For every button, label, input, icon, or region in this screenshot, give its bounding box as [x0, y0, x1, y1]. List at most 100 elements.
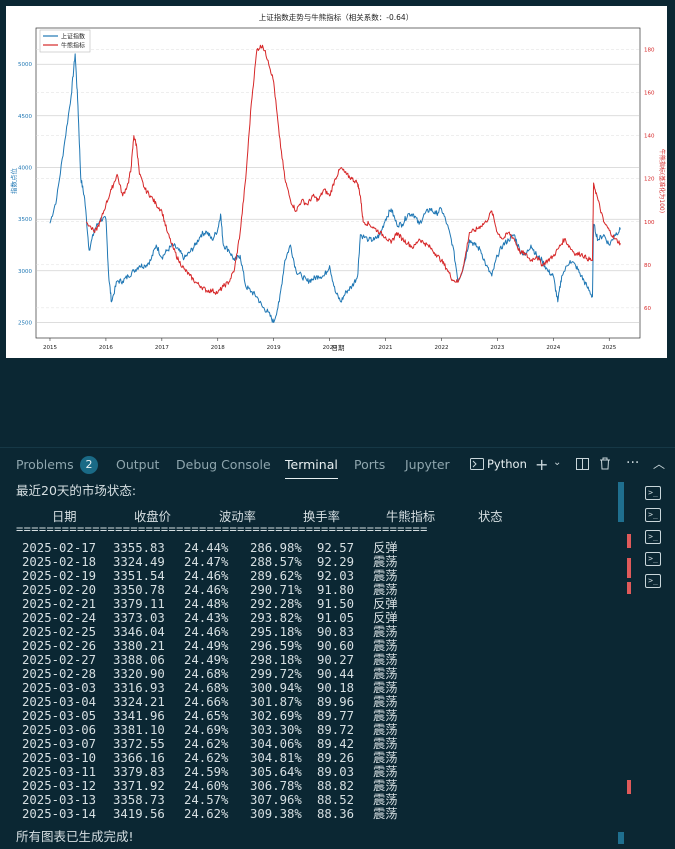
scroll-thumb[interactable] — [618, 482, 624, 522]
cell-turnover: 305.64% — [250, 765, 302, 779]
tab-terminal[interactable]: Terminal — [285, 457, 338, 479]
y-right-tick-label: 180 — [644, 48, 655, 54]
cell-close: 3381.10 — [113, 723, 165, 737]
cell-bull-bear: 91.05 — [317, 611, 355, 625]
cell-turnover: 309.38% — [250, 807, 302, 821]
cell-close: 3351.54 — [113, 569, 165, 583]
chevron-down-icon[interactable]: ⌄ — [553, 457, 562, 468]
cell-date: 2025-02-17 — [22, 541, 97, 555]
cell-bull-bear: 92.03 — [317, 569, 355, 583]
table-row: 2025-02-21 3379.11 24.48% 292.28% 91.50 反弹 — [16, 597, 606, 611]
trash-icon[interactable] — [599, 457, 611, 474]
cell-volatility: 24.60% — [184, 779, 229, 793]
cell-date: 2025-03-04 — [22, 695, 97, 709]
tab-debug-console[interactable]: Debug Console — [176, 457, 271, 472]
cell-date: 2025-02-25 — [22, 625, 97, 639]
cell-close: 3346.04 — [113, 625, 165, 639]
header-close: 收盘价 — [134, 510, 171, 524]
chevron-up-icon[interactable]: ︿ — [653, 457, 666, 471]
cell-date: 2025-03-13 — [22, 793, 97, 807]
cell-bull-bear: 89.03 — [317, 765, 355, 779]
tab-output[interactable]: Output — [116, 457, 160, 472]
terminal-scrollbar[interactable] — [617, 482, 633, 849]
cell-bull-bear: 90.27 — [317, 653, 355, 667]
cell-status: 震荡 — [373, 737, 398, 751]
cell-bull-bear: 88.82 — [317, 779, 355, 793]
terminal-instance-icon[interactable]: >_ — [645, 530, 661, 544]
table-row: 2025-02-17 3355.83 24.44% 286.98% 92.57 反弹 — [16, 541, 606, 555]
cell-volatility: 24.62% — [184, 737, 229, 751]
cell-bull-bear: 88.36 — [317, 807, 355, 821]
series-lines — [49, 44, 621, 323]
chart-figure: 上证指数走势与牛熊指标（相关系数：-0.64） 2500 3000 3500 4000… — [6, 6, 667, 358]
y-right-tick-label: 80 — [644, 263, 651, 269]
cell-close: 3366.16 — [113, 751, 165, 765]
cell-status: 震荡 — [373, 751, 398, 765]
x-tick-label: 2024 — [546, 345, 560, 351]
scroll-marker — [627, 558, 631, 578]
plus-icon[interactable]: + — [535, 455, 549, 474]
table-separator: ========================================… — [16, 522, 428, 536]
bottom-panel: Problems 2 Output Debug Console Terminal… — [0, 447, 675, 849]
cell-date: 2025-02-18 — [22, 555, 97, 569]
y-left-tick-label: 3000 — [18, 269, 32, 275]
tab-jupyter[interactable]: Jupyter — [405, 457, 450, 472]
terminal-instance-icon[interactable]: >_ — [645, 552, 661, 566]
cell-volatility: 24.49% — [184, 639, 229, 653]
y-right-tick-label: 140 — [644, 134, 655, 140]
chart-title: 上证指数走势与牛熊指标（相关系数：-0.64） — [259, 12, 413, 22]
panel-tab-bar: Problems 2 Output Debug Console Terminal… — [0, 448, 675, 482]
terminal-footer: 所有图表已生成完成! — [16, 829, 134, 844]
terminal-instance-icon[interactable]: >_ — [645, 574, 661, 588]
x-tick-label: 2016 — [99, 345, 113, 351]
cell-bull-bear: 90.44 — [317, 667, 355, 681]
scroll-marker — [618, 832, 624, 844]
cell-date: 2025-02-24 — [22, 611, 97, 625]
cell-bull-bear: 90.83 — [317, 625, 355, 639]
cell-turnover: 303.30% — [250, 723, 302, 737]
tab-ports[interactable]: Ports — [354, 457, 386, 472]
cell-status: 震荡 — [373, 667, 398, 681]
x-tick-label: 2015 — [43, 345, 57, 351]
table-row: 2025-03-10 3366.16 24.62% 304.81% 89.26 震荡 — [16, 751, 606, 765]
cell-close: 3371.92 — [113, 779, 165, 793]
terminal-heading: 最近20天的市场状态: — [16, 483, 137, 498]
ellipsis-icon[interactable]: ··· — [626, 455, 640, 471]
cell-close: 3372.55 — [113, 737, 165, 751]
cell-date: 2025-02-28 — [22, 667, 97, 681]
terminal-icon[interactable] — [470, 458, 484, 474]
table-row: 2025-03-07 3372.55 24.62% 304.06% 89.42 震荡 — [16, 737, 606, 751]
cell-turnover: 302.69% — [250, 709, 302, 723]
terminal-instance-icon[interactable]: >_ — [645, 508, 661, 522]
table-row: 2025-02-24 3373.03 24.43% 293.82% 91.05 反弹 — [16, 611, 606, 625]
cell-date: 2025-03-11 — [22, 765, 97, 779]
terminal-instance-icon[interactable]: >_ — [645, 486, 661, 500]
cell-bull-bear: 92.57 — [317, 541, 355, 555]
terminal-output[interactable]: 最近20天的市场状态: 日期 收盘价 波动率 换手率 牛熊指标 状态 =====… — [16, 482, 606, 849]
table-row: 2025-02-25 3346.04 24.46% 295.18% 90.83 震荡 — [16, 625, 606, 639]
cell-volatility: 24.69% — [184, 723, 229, 737]
cell-date: 2025-03-10 — [22, 751, 97, 765]
cell-bull-bear: 91.80 — [317, 583, 355, 597]
tab-problems[interactable]: Problems — [16, 457, 74, 472]
dual-axis-line-chart: 上证指数走势与牛熊指标（相关系数：-0.64） 2500 3000 3500 4000… — [9, 12, 666, 352]
cell-close: 3350.78 — [113, 583, 165, 597]
x-tick-label: 2020 — [323, 345, 337, 351]
terminal-profile-label[interactable]: Python — [487, 457, 527, 471]
y-axis-left-label: 指数点位 — [9, 168, 18, 195]
y-right-tick-label: 120 — [644, 177, 655, 183]
cell-volatility: 24.46% — [184, 569, 229, 583]
header-volatility: 波动率 — [219, 510, 256, 524]
cell-status: 震荡 — [373, 695, 398, 709]
cell-volatility: 24.46% — [184, 625, 229, 639]
cell-date: 2025-03-05 — [22, 709, 97, 723]
x-tick-label: 2019 — [267, 345, 281, 351]
plot-area — [35, 27, 641, 339]
x-tick-label: 2022 — [434, 345, 448, 351]
split-terminal-icon[interactable] — [576, 458, 589, 474]
table-row: 2025-02-18 3324.49 24.47% 288.57% 92.29 震荡 — [16, 555, 606, 569]
table-header-row: 日期 收盘价 波动率 换手率 牛熊指标 状态 — [16, 510, 606, 524]
table-row: 2025-02-26 3380.21 24.49% 296.59% 90.60 震荡 — [16, 639, 606, 653]
cell-date: 2025-02-21 — [22, 597, 97, 611]
grid-lines — [36, 49, 640, 323]
